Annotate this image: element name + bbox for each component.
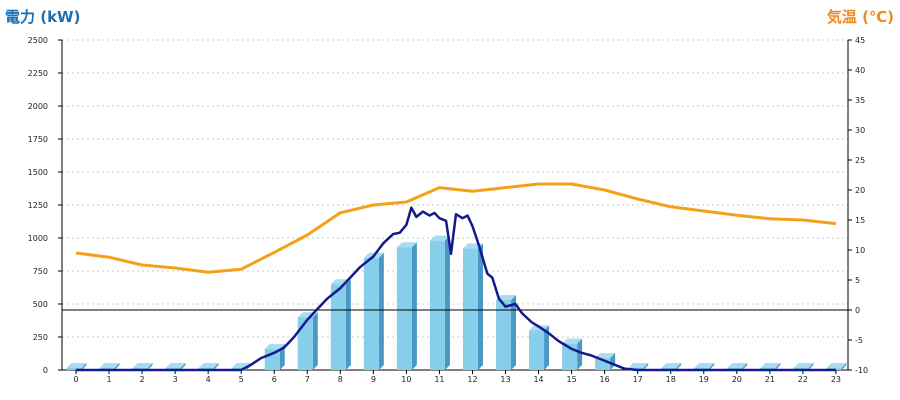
- x-tick-label: 15: [567, 375, 577, 384]
- x-tick-label: 1: [106, 375, 111, 384]
- power-bar: [297, 312, 318, 370]
- right-tick-label: 15: [855, 216, 865, 225]
- left-tick-label: 1500: [28, 168, 48, 177]
- right-tick-label: 25: [855, 156, 865, 165]
- right-tick-label: 20: [855, 186, 865, 195]
- x-tick-label: 4: [206, 375, 211, 384]
- left-tick-label: 1750: [28, 135, 48, 144]
- right-tick-label: 5: [855, 276, 860, 285]
- x-tick-label: 18: [666, 375, 676, 384]
- left-tick-label: 750: [33, 267, 48, 276]
- right-tick-label: 35: [855, 96, 865, 105]
- x-tick-label: 5: [239, 375, 244, 384]
- x-tick-label: 19: [699, 375, 709, 384]
- power-bar: [330, 279, 351, 370]
- right-tick-label: 45: [855, 36, 865, 45]
- x-tick-label: 2: [140, 375, 145, 384]
- right-tick-label: -10: [855, 366, 868, 375]
- right-tick-label: 10: [855, 246, 865, 255]
- left-tick-label: 1250: [28, 201, 48, 210]
- x-tick-label: 20: [732, 375, 742, 384]
- power-bar: [66, 363, 87, 370]
- right-tick-label: 0: [855, 306, 860, 315]
- x-tick-label: 14: [533, 375, 543, 384]
- x-tick-label: 16: [600, 375, 610, 384]
- x-tick-label: 11: [434, 375, 444, 384]
- power-bar: [396, 242, 417, 370]
- left-tick-label: 1000: [28, 234, 48, 243]
- left-tick-label: 250: [33, 333, 48, 342]
- left-tick-label: 2000: [28, 102, 48, 111]
- right-tick-label: 30: [855, 126, 865, 135]
- power-bar: [462, 243, 483, 370]
- right-axis-title: 気温 (℃): [826, 8, 894, 26]
- x-tick-label: 10: [401, 375, 411, 384]
- power-line: [76, 206, 836, 372]
- x-tick-label: 17: [633, 375, 643, 384]
- x-tick-label: 21: [765, 375, 775, 384]
- power-bar: [496, 295, 517, 370]
- left-tick-label: 500: [33, 300, 48, 309]
- left-tick-label: 0: [43, 366, 48, 375]
- x-tick-label: 22: [798, 375, 808, 384]
- left-axis-title: 電力 (kW): [5, 8, 81, 26]
- x-tick-label: 12: [467, 375, 477, 384]
- right-tick-label: 40: [855, 66, 865, 75]
- power-bar: [429, 235, 450, 370]
- right-tick-label: -5: [855, 336, 863, 345]
- power-bar: [363, 252, 384, 370]
- x-tick-label: 6: [272, 375, 277, 384]
- x-tick-label: 8: [338, 375, 343, 384]
- x-tick-label: 13: [500, 375, 510, 384]
- x-tick-label: 23: [831, 375, 841, 384]
- x-tick-label: 3: [173, 375, 178, 384]
- power-bar: [562, 338, 583, 370]
- left-tick-label: 2250: [28, 69, 48, 78]
- x-tick-label: 9: [371, 375, 376, 384]
- x-tick-label: 7: [305, 375, 310, 384]
- temperature-line: [75, 182, 837, 274]
- x-tick-label: 0: [73, 375, 78, 384]
- left-tick-label: 2500: [28, 36, 48, 45]
